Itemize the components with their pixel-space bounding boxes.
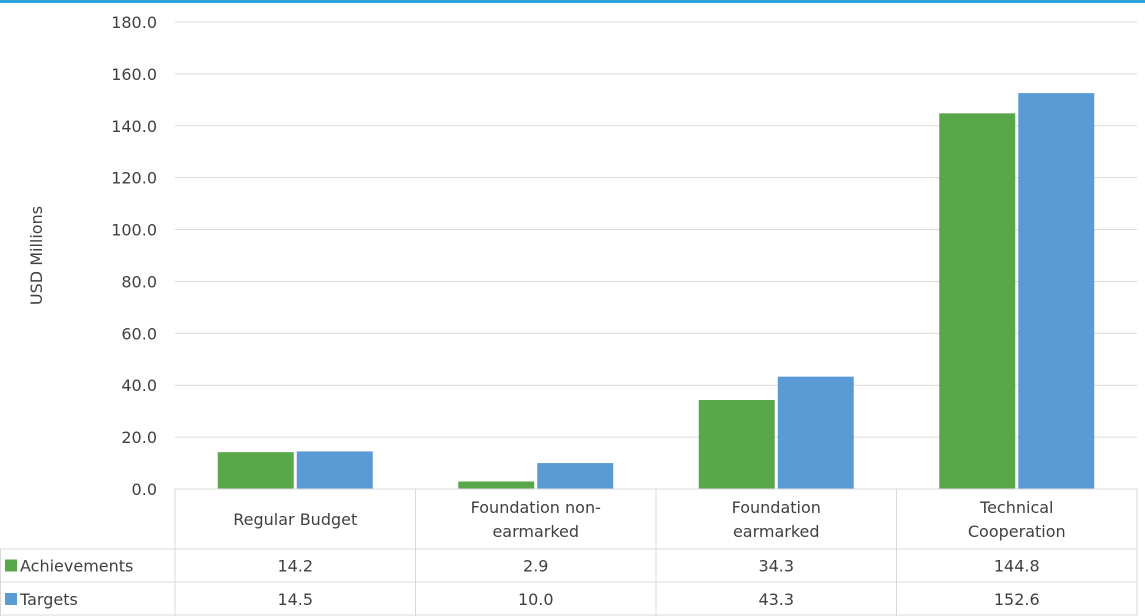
table-cell-achievements: 144.8 [994,557,1040,576]
table-cell-achievements: 2.9 [523,557,548,576]
y-tick-label: 100.0 [111,221,157,240]
bar-achievements-1 [217,452,294,489]
bar-targets-1 [296,451,373,489]
legend-key-achievements [5,559,17,572]
category-label: earmarked [492,522,579,541]
legend-label-achievements: Achievements [20,557,133,576]
legend-key-targets [5,593,17,605]
category-label: Cooperation [968,522,1066,541]
table-cell-achievements: 14.2 [277,557,313,576]
y-tick-label: 20.0 [121,428,157,447]
bar-achievements-4 [939,113,1016,489]
category-label: Foundation [732,498,821,517]
top-accent-line [0,0,1145,3]
y-tick-label: 40.0 [121,376,157,395]
table-cell-targets: 14.5 [277,590,313,609]
bar-targets-3 [777,376,854,489]
table-cell-targets: 43.3 [758,590,794,609]
bar-achievements-3 [698,400,775,489]
bar-achievements-2 [458,481,535,489]
table-cell-targets: 152.6 [994,590,1040,609]
y-tick-label: 140.0 [111,117,157,136]
y-tick-label: 160.0 [111,65,157,84]
y-tick-label: 120.0 [111,169,157,188]
legend-label-targets: Targets [19,590,78,609]
table-cell-targets: 10.0 [518,590,554,609]
y-tick-label: 80.0 [121,272,157,291]
y-tick-label: 60.0 [121,324,157,343]
category-label: Foundation non- [471,498,601,517]
bar-targets-2 [537,463,614,489]
y-tick-label: 0.0 [132,480,157,499]
category-label: earmarked [733,522,820,541]
y-axis-label: USD Millions [27,206,46,305]
y-tick-label: 180.0 [111,13,157,32]
category-label: Technical [979,498,1053,517]
category-label: Regular Budget [233,510,357,529]
bar-targets-4 [1018,93,1095,490]
table-cell-achievements: 34.3 [758,557,794,576]
